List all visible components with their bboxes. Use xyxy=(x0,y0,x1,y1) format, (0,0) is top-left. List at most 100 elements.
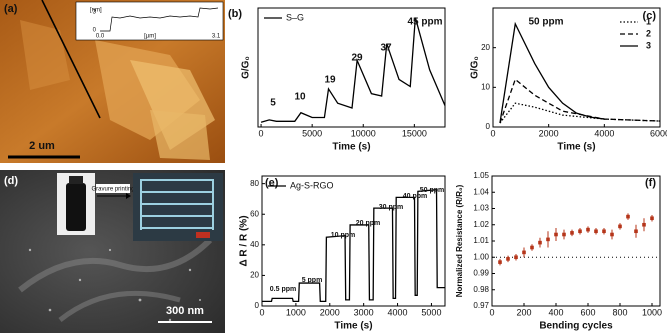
inset-y-unit: [nm] xyxy=(90,8,102,14)
y-tick-label: 1.03 xyxy=(473,204,489,213)
annotation: 37 xyxy=(380,43,392,54)
x-axis-label: Bending cycles xyxy=(539,321,613,332)
data-point xyxy=(602,229,606,234)
inset-y-tick: 3 xyxy=(93,10,97,16)
y-axis-label: G/G₀ xyxy=(470,56,481,79)
y-tick-label: 40 xyxy=(250,240,259,249)
panel-label: (e) xyxy=(265,177,279,189)
annotation: 5 xyxy=(270,98,276,109)
panel-label: (c) xyxy=(643,10,657,22)
plot-frame xyxy=(492,7,661,128)
scale-bar-label: 2 um xyxy=(29,140,55,152)
legend-label: Ag-S-RGO xyxy=(290,180,334,190)
sem-image: Gravure printing (d) 300 nm xyxy=(0,170,225,333)
annotation: 5 ppm xyxy=(302,277,323,284)
annotation: 50 ppm xyxy=(528,17,563,28)
inset-x-tick: 3.1 xyxy=(212,34,221,40)
x-tick-label: 0 xyxy=(259,128,264,138)
data-point xyxy=(522,250,526,255)
y-tick-label: 20 xyxy=(481,43,490,52)
annotation: 45 ppm xyxy=(407,17,442,28)
plot-frame xyxy=(491,175,661,307)
x-axis-label: Time (s) xyxy=(334,321,372,332)
x-tick-label: 5000 xyxy=(421,307,441,317)
plot-frame xyxy=(257,7,446,128)
y-tick-label: 1.00 xyxy=(473,252,489,261)
data-point xyxy=(618,224,622,229)
data-point xyxy=(562,232,566,237)
data-point xyxy=(642,222,646,227)
data-point xyxy=(578,229,582,234)
inset-x-unit: [µm] xyxy=(144,34,156,40)
panel-label: (b) xyxy=(228,8,242,20)
data-point xyxy=(586,227,590,232)
x-tick-label: 3000 xyxy=(354,307,374,317)
data-point xyxy=(498,260,502,264)
y-axis-label: Δ R / R (%) xyxy=(239,215,250,266)
data-point xyxy=(546,237,550,242)
x-axis-label: Time (s) xyxy=(557,142,595,153)
data-point xyxy=(506,257,510,261)
annotation: 29 xyxy=(351,53,363,64)
y-tick-label: 0 xyxy=(486,122,491,131)
scale-bar-label: 300 nm xyxy=(166,305,204,317)
y-tick-label: 0 xyxy=(255,301,260,310)
x-tick-label: 200 xyxy=(516,307,531,317)
x-tick-label: 0 xyxy=(490,128,495,138)
afm-image: [nm] 3 0 0.0 [µm] 3.1 (a) 2 um xyxy=(0,0,225,163)
data-point xyxy=(570,231,574,235)
x-tick-label: 600 xyxy=(580,307,595,317)
y-tick-label: 0.97 xyxy=(473,301,489,310)
plot-frame xyxy=(261,175,446,307)
y-axis-label: G/G₀ xyxy=(241,56,252,79)
x-tick-label: 400 xyxy=(548,307,563,317)
y-tick-label: 1.05 xyxy=(473,171,489,180)
data-point xyxy=(538,240,542,245)
y-tick-label: 60 xyxy=(250,209,259,218)
inset-y-tick: 0 xyxy=(93,28,97,34)
data-point xyxy=(594,229,598,234)
annotation: 20 ppm xyxy=(356,220,381,227)
y-tick-label: 1.04 xyxy=(473,187,489,196)
annotation: 50 ppm xyxy=(420,187,445,194)
x-tick-label: 2000 xyxy=(320,307,340,317)
data-point xyxy=(554,232,558,237)
x-tick-label: 0 xyxy=(489,307,494,317)
data-line xyxy=(260,17,446,123)
panel-label: (d) xyxy=(4,175,18,187)
y-axis-label: Normalized Resistance (R/R₀) xyxy=(455,184,464,297)
data-point xyxy=(634,229,638,234)
x-tick-label: 0 xyxy=(259,307,264,317)
y-tick-label: 1.01 xyxy=(473,236,489,245)
data-point xyxy=(530,245,534,250)
annotation: 30 ppm xyxy=(379,204,404,211)
x-tick-label: 2000 xyxy=(539,128,559,138)
x-tick-label: 800 xyxy=(612,307,627,317)
x-tick-label: 1000 xyxy=(642,307,662,317)
y-tick-label: 1.02 xyxy=(473,220,489,229)
y-tick-label: 0.98 xyxy=(473,285,489,294)
y-tick-label: 0.99 xyxy=(473,269,489,278)
panel-label: (a) xyxy=(4,3,18,15)
x-tick-label: 5000 xyxy=(302,128,322,138)
inset-x-tick: 0.0 xyxy=(96,34,105,40)
x-tick-label: 15000 xyxy=(402,128,427,138)
y-tick-label: 80 xyxy=(250,179,259,188)
data-line xyxy=(262,189,445,303)
x-tick-label: 4000 xyxy=(594,128,614,138)
panel-label: (f) xyxy=(645,177,656,189)
arrow-text: Gravure printing xyxy=(91,187,134,193)
y-tick-label: 20 xyxy=(250,271,259,280)
legend-label: 3 xyxy=(646,40,651,50)
data-point xyxy=(650,216,654,221)
data-line xyxy=(499,21,605,124)
data-point xyxy=(610,232,614,237)
y-tick-label: 10 xyxy=(481,82,490,91)
x-axis-label: Time (s) xyxy=(332,142,370,153)
data-line xyxy=(499,78,661,124)
x-tick-label: 4000 xyxy=(388,307,408,317)
legend-label: S–G xyxy=(286,12,304,22)
